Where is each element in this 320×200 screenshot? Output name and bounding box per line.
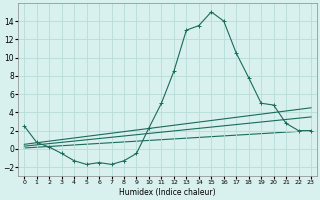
X-axis label: Humidex (Indice chaleur): Humidex (Indice chaleur) [119, 188, 216, 197]
